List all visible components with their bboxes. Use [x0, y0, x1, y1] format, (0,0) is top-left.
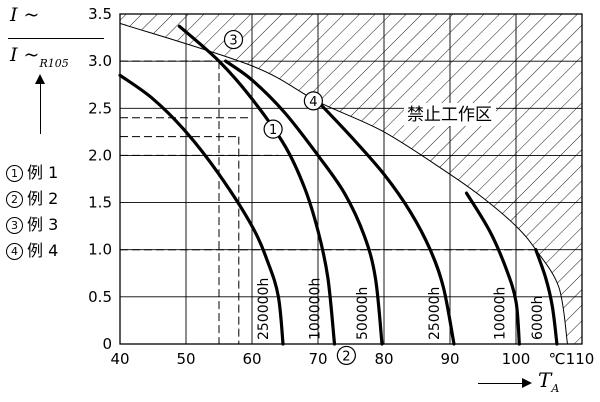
x-label-subscript: A	[551, 382, 560, 395]
series-label: 250000h	[256, 278, 272, 340]
circled-number-icon: 4	[6, 243, 23, 260]
example-marker-number: 3	[229, 34, 237, 49]
y-tick-label: 2.0	[88, 146, 112, 164]
x-tick-label: 50	[176, 350, 195, 368]
circled-number-icon: 2	[6, 191, 23, 208]
series-label: 25000h	[427, 287, 443, 340]
example-marker-circle	[263, 119, 283, 139]
y-tick-label: 0	[102, 335, 112, 353]
series-label: 6000h	[530, 295, 546, 340]
y-tick-label: 2.5	[88, 99, 112, 117]
x-tick-label: 90	[440, 350, 459, 368]
legend-text: 例 1	[27, 163, 59, 182]
plot-frame	[119, 13, 583, 345]
series-label: 50000h	[355, 287, 371, 340]
x-tick-label: 80	[374, 350, 393, 368]
series-line-6000h	[534, 248, 559, 346]
example-marker-number: 2	[342, 349, 350, 364]
y-label-numerator: I ~	[10, 4, 40, 26]
x-unit-label: ℃	[549, 350, 566, 368]
x-tick-labels: 40 50 60 70 80 90 100 110℃	[110, 350, 594, 368]
example-marker-number: 4	[309, 95, 317, 110]
series-label: 100000h	[308, 278, 324, 340]
circled-number-icon: 3	[6, 217, 23, 234]
series-line-250000h	[118, 73, 285, 346]
legend-text: 例 3	[27, 215, 59, 234]
y-axis-arrow-icon	[35, 74, 45, 134]
example-marker-circle	[303, 91, 323, 111]
example-markers: 3 4 1 2	[223, 29, 356, 366]
example-marker-number: 1	[269, 123, 277, 138]
x-axis-label-text: TA	[538, 368, 560, 395]
forbidden-label-group: 禁止工作区	[404, 103, 496, 126]
series-line-100000h	[177, 24, 337, 346]
series-labels: 250000h 100000h 50000h 25000h 10000h 6000h	[256, 278, 546, 340]
y-tick-label: 1.0	[88, 241, 112, 259]
legend-text: 例 4	[27, 241, 59, 260]
y-tick-labels: 0 0.5 1.0 1.5 2.0 2.5 3.0 3.5	[88, 5, 112, 353]
y-tick-label: 1.5	[88, 194, 112, 212]
y-label-denominator-subscript: R105	[39, 57, 69, 70]
y-label-fraction-bar	[8, 38, 104, 39]
legend-text: 例 2	[27, 189, 59, 208]
x-axis-arrow-icon	[478, 378, 532, 388]
dashed-guides	[120, 60, 536, 344]
y-label-denominator: I ~R105	[10, 44, 69, 70]
series-line-10000h	[464, 191, 521, 346]
x-tick-label: 70	[308, 350, 327, 368]
series-label: 10000h	[492, 287, 508, 340]
x-tick-label: 100	[502, 350, 531, 368]
y-label-denominator-text: I ~	[10, 44, 40, 66]
y-tick-label: 3.0	[88, 52, 112, 70]
forbidden-region	[120, 14, 582, 344]
x-tick-label: 60	[242, 350, 261, 368]
x-tick-label: 40	[110, 350, 129, 368]
x-tick-label: 110	[566, 350, 595, 368]
series-line-25000h	[316, 100, 456, 346]
y-tick-label: 3.5	[88, 5, 112, 23]
circled-number-icon: 1	[6, 165, 23, 182]
y-tick-label: 0.5	[88, 288, 112, 306]
forbidden-region-label: 禁止工作区	[407, 105, 492, 125]
forbidden-boundary-line	[119, 22, 568, 345]
example-marker-circle	[336, 345, 356, 366]
example-marker-circle	[223, 29, 244, 50]
x-axis-label: TA	[478, 368, 578, 396]
series-lines	[118, 24, 559, 346]
series-line-50000h	[224, 59, 384, 346]
x-label-main: T	[538, 368, 552, 392]
